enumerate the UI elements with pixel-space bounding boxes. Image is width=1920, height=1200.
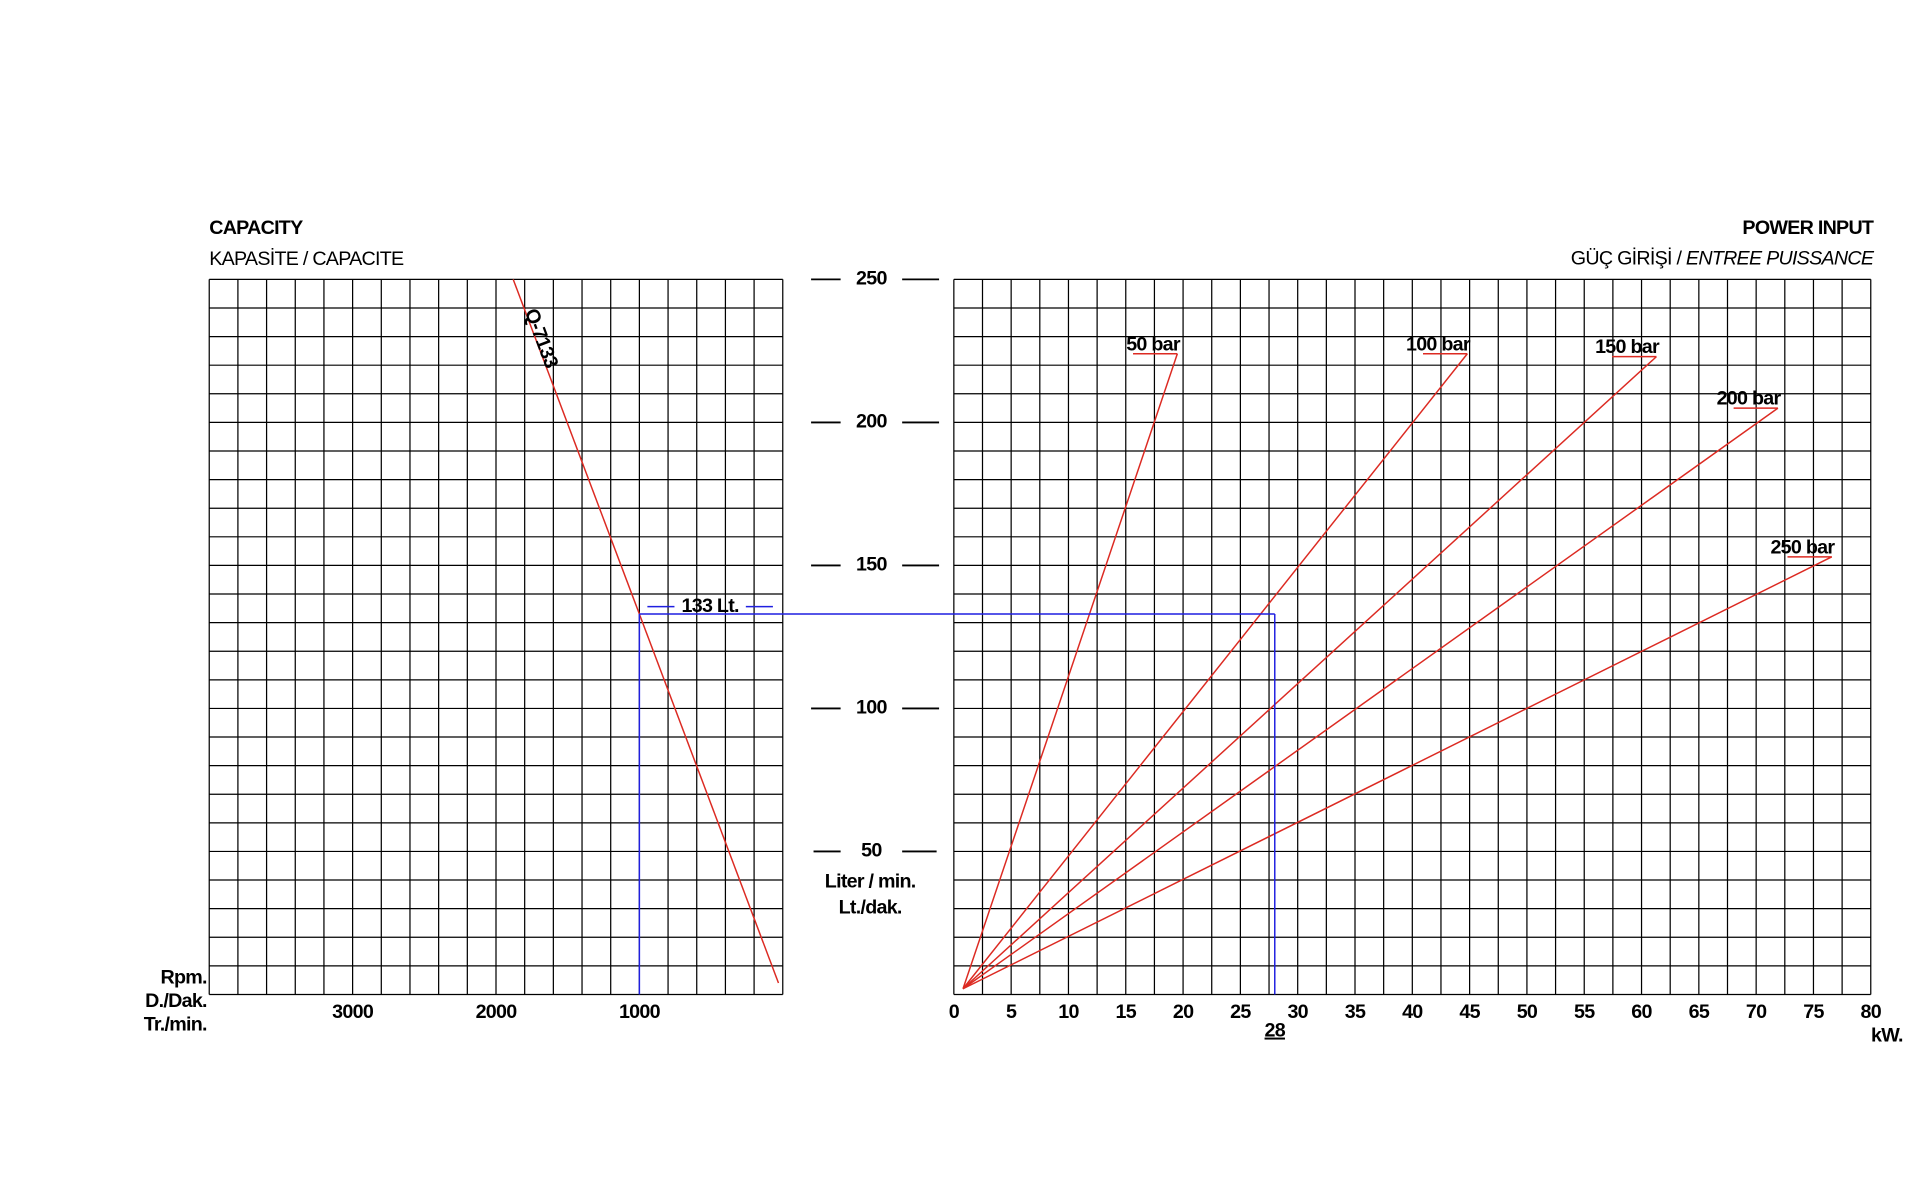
x-tick-label: 35: [1345, 1001, 1366, 1023]
x-tick-label: 30: [1287, 1001, 1308, 1023]
y-tick-label: 50: [861, 840, 882, 862]
x-tick-label: 45: [1459, 1001, 1480, 1023]
y-tick-label: 100: [856, 697, 887, 719]
x-axis-label: kW.: [1871, 1025, 1903, 1047]
series-line: [512, 279, 780, 984]
series-line: [962, 556, 1833, 990]
x-tick-label: 5: [1006, 1001, 1017, 1023]
x-tick-label: 25: [1230, 1001, 1251, 1023]
chart-subtitle: GÜÇ GİRİŞİ / ENTREE PUISSANCE: [1571, 247, 1875, 270]
x-axis-label: Tr./min.: [144, 1013, 207, 1035]
x-tick-label: 60: [1631, 1001, 1652, 1023]
x-tick-label: 3000: [332, 1001, 374, 1023]
series-label: 100 bar: [1406, 333, 1471, 355]
y-tick-label: 150: [856, 554, 887, 576]
x-tick-label: 75: [1803, 1001, 1824, 1023]
x-tick-label: 1000: [619, 1001, 661, 1023]
series-line: [962, 353, 1179, 989]
series-label: 50 bar: [1126, 333, 1181, 355]
x-tick-label: 2000: [476, 1001, 518, 1023]
x-tick-label: 15: [1116, 1001, 1137, 1023]
x-tick-label: 20: [1173, 1001, 1194, 1023]
series-label: 200 bar: [1717, 388, 1782, 410]
subtitle-part: GÜÇ GİRİŞİ /: [1571, 247, 1683, 270]
x-axis-label: Rpm.: [161, 967, 208, 989]
series-line: [962, 353, 1468, 990]
chart-title: POWER INPUT: [1742, 217, 1873, 239]
series-line: [962, 356, 1657, 990]
x-tick-label: 65: [1689, 1001, 1710, 1023]
x-tick-label: 40: [1402, 1001, 1423, 1023]
y-tick-label: 250: [856, 268, 887, 290]
series-label: 150 bar: [1595, 336, 1660, 358]
subtitle-part: ENTREE PUISSANCE: [1686, 248, 1875, 270]
x-tick-label: 55: [1574, 1001, 1595, 1023]
chart-title: CAPACITY: [209, 217, 303, 239]
x-tick-label: 80: [1861, 1001, 1882, 1023]
x-tick-label: 10: [1058, 1001, 1079, 1023]
x-tick-label: 0: [949, 1001, 960, 1023]
chart-subtitle: KAPASİTE / CAPACITE: [209, 247, 404, 270]
series-line: [962, 407, 1779, 990]
y-axis-label: Lt./dak.: [839, 897, 902, 919]
y-axis-label: Liter / min.: [825, 871, 916, 893]
series-label: 250 bar: [1770, 536, 1835, 558]
guide-label: 133 Lt.: [682, 595, 739, 617]
guide-label: 28: [1265, 1020, 1286, 1042]
x-tick-label: 50: [1517, 1001, 1538, 1023]
x-axis-label: D./Dak.: [145, 990, 207, 1012]
y-tick-label: 200: [856, 411, 887, 433]
x-tick-label: 70: [1746, 1001, 1767, 1023]
